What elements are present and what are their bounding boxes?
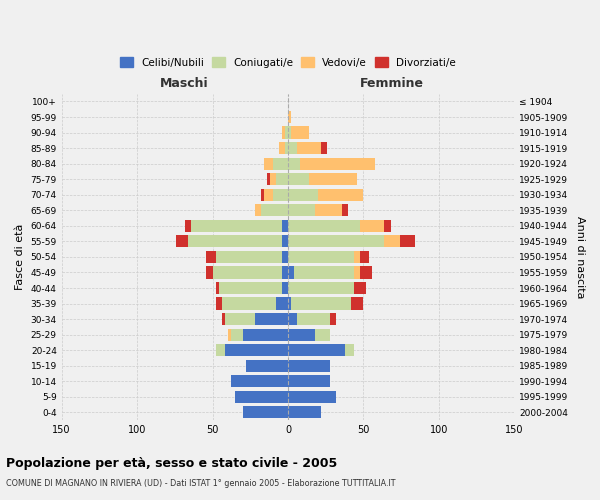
Bar: [215, 298, 221, 310]
Bar: [288, 142, 297, 154]
Bar: [273, 188, 288, 201]
Bar: [273, 158, 288, 170]
Bar: [230, 328, 242, 340]
Bar: [288, 158, 300, 170]
Bar: [215, 282, 218, 294]
Bar: [315, 204, 342, 216]
Bar: [224, 313, 255, 325]
Bar: [282, 220, 288, 232]
Bar: [206, 251, 215, 263]
Bar: [400, 236, 415, 248]
Bar: [288, 126, 291, 138]
Bar: [276, 173, 288, 186]
Bar: [282, 236, 288, 248]
Bar: [215, 344, 224, 356]
Text: Maschi: Maschi: [160, 78, 208, 90]
Text: Femmine: Femmine: [360, 78, 424, 90]
Bar: [315, 328, 330, 340]
Legend: Celibi/Nubili, Coniugati/e, Vedovi/e, Divorziati/e: Celibi/Nubili, Coniugati/e, Vedovi/e, Di…: [116, 53, 460, 72]
Bar: [309, 173, 358, 186]
Bar: [352, 298, 364, 310]
Bar: [345, 344, 355, 356]
Bar: [355, 251, 361, 263]
Bar: [288, 266, 294, 278]
Text: Popolazione per età, sesso e stato civile - 2005: Popolazione per età, sesso e stato civil…: [6, 458, 337, 470]
Bar: [235, 391, 288, 403]
Bar: [294, 266, 355, 278]
Bar: [185, 220, 191, 232]
Bar: [267, 173, 270, 186]
Text: COMUNE DI MAGNANO IN RIVIERA (UD) - Dati ISTAT 1° gennaio 2005 - Elaborazione TU: COMUNE DI MAGNANO IN RIVIERA (UD) - Dati…: [6, 479, 395, 488]
Bar: [288, 173, 309, 186]
Bar: [288, 204, 315, 216]
Bar: [291, 126, 309, 138]
Bar: [276, 298, 288, 310]
Bar: [279, 142, 285, 154]
Bar: [321, 142, 327, 154]
Bar: [285, 142, 288, 154]
Y-axis label: Fasce di età: Fasce di età: [15, 224, 25, 290]
Bar: [318, 188, 364, 201]
Bar: [176, 236, 188, 248]
Bar: [288, 236, 385, 248]
Bar: [288, 375, 330, 388]
Bar: [218, 282, 282, 294]
Bar: [255, 313, 288, 325]
Bar: [261, 204, 288, 216]
Bar: [288, 406, 321, 418]
Bar: [288, 313, 297, 325]
Bar: [288, 298, 291, 310]
Bar: [355, 282, 367, 294]
Bar: [255, 204, 261, 216]
Bar: [342, 204, 348, 216]
Bar: [361, 220, 385, 232]
Bar: [288, 111, 291, 123]
Bar: [385, 220, 391, 232]
Bar: [285, 126, 288, 138]
Bar: [330, 313, 336, 325]
Bar: [288, 188, 318, 201]
Bar: [288, 391, 336, 403]
Bar: [282, 266, 288, 278]
Bar: [221, 298, 276, 310]
Bar: [282, 126, 285, 138]
Bar: [288, 251, 355, 263]
Bar: [224, 344, 288, 356]
Bar: [288, 344, 345, 356]
Bar: [288, 220, 361, 232]
Bar: [297, 142, 321, 154]
Bar: [297, 313, 330, 325]
Bar: [230, 375, 288, 388]
Bar: [282, 251, 288, 263]
Bar: [270, 173, 276, 186]
Bar: [291, 298, 352, 310]
Bar: [191, 220, 282, 232]
Bar: [242, 406, 288, 418]
Bar: [288, 328, 315, 340]
Y-axis label: Anni di nascita: Anni di nascita: [575, 216, 585, 298]
Bar: [227, 328, 230, 340]
Bar: [300, 158, 376, 170]
Bar: [385, 236, 400, 248]
Bar: [188, 236, 282, 248]
Bar: [206, 266, 212, 278]
Bar: [361, 266, 373, 278]
Bar: [264, 158, 273, 170]
Bar: [355, 266, 361, 278]
Bar: [288, 282, 355, 294]
Bar: [246, 360, 288, 372]
Bar: [242, 328, 288, 340]
Bar: [221, 313, 224, 325]
Bar: [288, 360, 330, 372]
Bar: [261, 188, 264, 201]
Bar: [282, 282, 288, 294]
Bar: [215, 251, 282, 263]
Bar: [212, 266, 282, 278]
Bar: [264, 188, 273, 201]
Bar: [361, 251, 370, 263]
